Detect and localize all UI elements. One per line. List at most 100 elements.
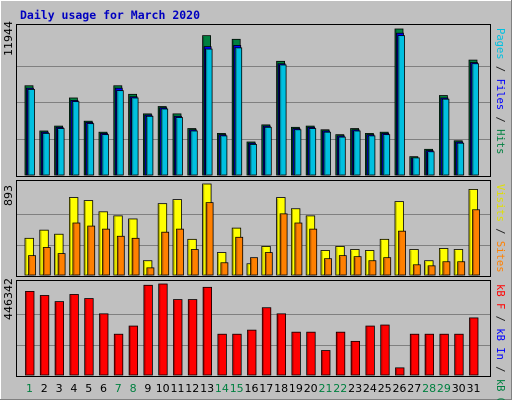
pages-bar-31 <box>471 63 479 176</box>
pages-bar-12 <box>190 130 198 176</box>
kbytes-bar-12 <box>187 299 198 376</box>
x-tick-label-15: 15 <box>230 382 244 395</box>
sites-bar-7 <box>116 235 125 276</box>
pages-bar-24 <box>367 135 376 176</box>
x-tick-label-4: 4 <box>70 382 77 395</box>
x-tick-label-22: 22 <box>333 382 347 395</box>
kbytes-bar-17 <box>261 307 272 376</box>
kbytes-bar-11 <box>173 299 183 376</box>
x-tick-label-29: 29 <box>437 382 451 395</box>
visits-side-legend: Visits / Sites <box>494 184 506 273</box>
sites-bar-21 <box>324 258 332 276</box>
x-tick-label-9: 9 <box>144 382 151 395</box>
x-tick-label-6: 6 <box>100 382 107 395</box>
sites-bar-29 <box>442 261 451 276</box>
sites-bar-11 <box>176 228 184 276</box>
legend-part-2-0: kB F <box>494 284 506 309</box>
kbytes-bar-31 <box>469 317 479 376</box>
pages-bar-28 <box>427 151 435 176</box>
kbytes-bar-9 <box>143 284 153 376</box>
x-tick-label-30: 30 <box>452 382 466 395</box>
legend-part-0-1: / <box>494 60 506 79</box>
sites-bar-26 <box>398 230 406 276</box>
x-tick-label-23: 23 <box>348 382 362 395</box>
pages-bar-15 <box>234 47 243 176</box>
sites-bar-9 <box>146 267 155 276</box>
pages-bar-1 <box>27 89 35 176</box>
legend-part-0-2: Files <box>494 79 506 111</box>
sites-bar-13 <box>205 202 214 276</box>
x-tick-label-25: 25 <box>378 382 392 395</box>
kbytes-bar-14 <box>217 333 227 376</box>
sites-bar-6 <box>102 228 110 276</box>
kbytes-bar-16 <box>247 329 257 376</box>
pages-bar-23 <box>353 130 361 176</box>
sites-bar-10 <box>161 231 170 276</box>
pages-bar-9 <box>145 115 154 176</box>
sites-bar-19 <box>294 222 303 276</box>
bar-marks <box>24 28 480 376</box>
x-tick-label-26: 26 <box>393 382 407 395</box>
kbytes-bar-7 <box>113 333 124 376</box>
sites-bar-1 <box>28 255 36 276</box>
pages-bar-10 <box>160 108 169 176</box>
chart-title: Daily usage for March 2020 <box>20 8 200 22</box>
x-tick-label-14: 14 <box>215 382 229 395</box>
pages-bar-16 <box>249 144 257 176</box>
kbytes-bar-13 <box>202 286 213 376</box>
kbytes-bar-10 <box>158 283 168 376</box>
kbytes-bar-5 <box>84 298 94 376</box>
pages-bar-20 <box>308 128 317 176</box>
kbytes-bar-20 <box>306 331 316 376</box>
legend-part-2-1: / <box>494 309 506 328</box>
kbytes-bar-23 <box>350 340 361 376</box>
pages-bar-22 <box>338 136 346 176</box>
sites-bar-17 <box>264 252 273 276</box>
x-tick-label-28: 28 <box>422 382 436 395</box>
sites-bar-16 <box>250 257 258 276</box>
kbytes-bar-29 <box>439 333 449 376</box>
sites-bar-3 <box>57 253 66 276</box>
pages-bar-25 <box>382 134 391 176</box>
pages-bar-3 <box>57 128 65 176</box>
legend-part-0-0: Pages <box>494 28 506 60</box>
kbytes-bar-19 <box>291 331 301 376</box>
sites-bar-23 <box>353 256 362 276</box>
kbytes-bar-8 <box>128 325 139 376</box>
legend-part-1-1: / <box>494 222 506 241</box>
x-tick-label-21: 21 <box>319 382 333 395</box>
kbytes-bar-24 <box>365 325 375 376</box>
x-tick-label-7: 7 <box>115 382 122 395</box>
sites-bar-5 <box>87 225 96 276</box>
kbytes-bar-28 <box>424 333 435 376</box>
kbytes-bar-6 <box>99 313 109 376</box>
pages-bar-21 <box>323 131 331 176</box>
kbytes-bar-15 <box>232 333 242 376</box>
kbytes-bar-18 <box>276 313 287 376</box>
x-tick-label-13: 13 <box>200 382 214 395</box>
x-tick-label-19: 19 <box>289 382 303 395</box>
kbytes-bar-21 <box>321 350 331 376</box>
pages-bar-29 <box>441 98 450 176</box>
x-tick-label-1: 1 <box>26 382 33 395</box>
pages-bar-7 <box>116 90 124 176</box>
legend-part-2-2: kB In <box>494 328 506 360</box>
x-tick-label-5: 5 <box>85 382 92 395</box>
sites-bar-22 <box>338 255 347 276</box>
sites-bar-20 <box>309 228 318 276</box>
kbytes-bar-27 <box>409 333 420 376</box>
legend-part-2-3: / <box>494 360 506 379</box>
sites-bar-15 <box>235 236 244 276</box>
x-tick-label-3: 3 <box>56 382 63 395</box>
x-tick-label-8: 8 <box>130 382 137 395</box>
x-tick-label-24: 24 <box>363 382 377 395</box>
sites-bar-28 <box>427 265 436 276</box>
x-tick-label-31: 31 <box>467 382 481 395</box>
hits-side-legend: Pages / Files / Hits <box>494 28 506 154</box>
pages-bar-6 <box>101 134 109 176</box>
x-tick-label-12: 12 <box>185 382 199 395</box>
hits-ymax-label: 11944 <box>2 21 15 56</box>
pages-bar-18 <box>279 64 287 176</box>
gridlines <box>17 66 490 346</box>
